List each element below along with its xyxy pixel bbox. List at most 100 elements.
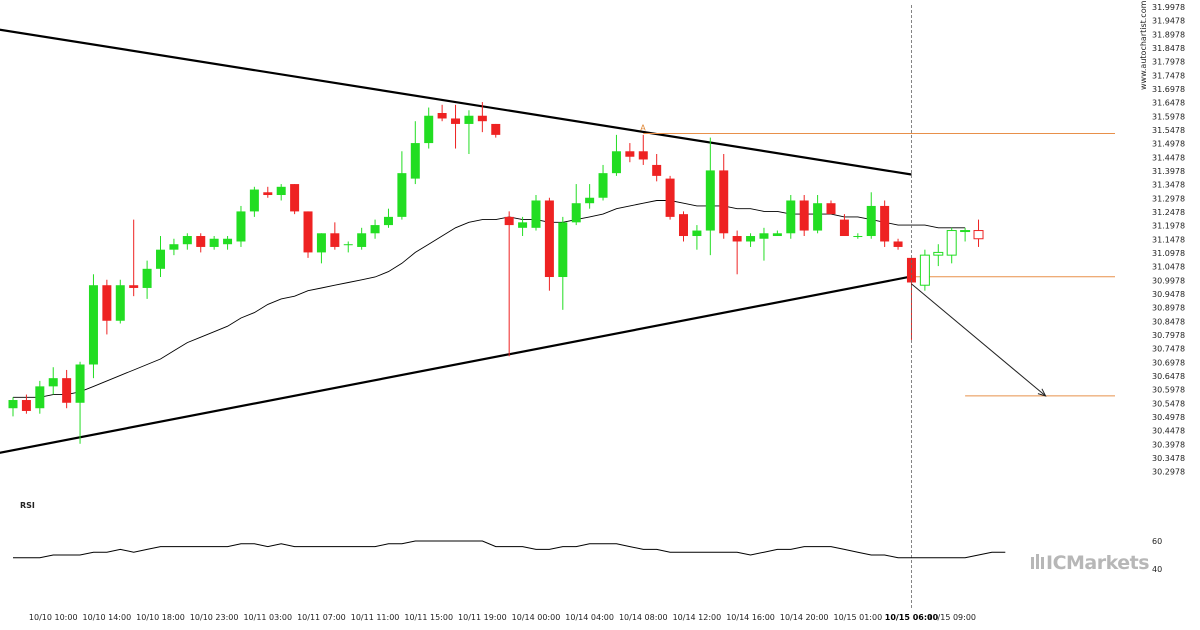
candle bbox=[665, 175, 675, 220]
candle-body bbox=[303, 211, 313, 253]
candle-body bbox=[316, 233, 326, 253]
candle-body bbox=[290, 184, 300, 212]
pattern-marker-label: A bbox=[640, 124, 646, 133]
rsi-label: RSI bbox=[20, 501, 35, 510]
x-tick-label: 10/10 10:00 bbox=[29, 613, 78, 622]
candle bbox=[960, 227, 971, 242]
x-tick-label: 10/11 15:00 bbox=[404, 613, 453, 622]
y-tick-label: 30.7978 bbox=[1152, 331, 1185, 340]
candle bbox=[357, 227, 367, 250]
candle bbox=[919, 249, 930, 291]
rsi-panel: 60 40 bbox=[13, 537, 1162, 574]
brand-logo: ICMarkets bbox=[1031, 552, 1150, 574]
candle bbox=[585, 184, 595, 209]
rsi-tick-label: 40 bbox=[1152, 565, 1162, 574]
candle bbox=[652, 154, 662, 182]
y-tick-label: 30.4478 bbox=[1152, 427, 1185, 436]
candle-body bbox=[544, 200, 554, 278]
price-levels bbox=[643, 133, 1115, 397]
candle-body bbox=[866, 205, 876, 237]
x-tick-label: 10/14 00:00 bbox=[512, 613, 561, 622]
candle bbox=[62, 369, 72, 409]
candle bbox=[88, 274, 98, 379]
candle-body bbox=[169, 244, 179, 250]
candles bbox=[8, 102, 984, 444]
candle bbox=[558, 216, 568, 310]
candle bbox=[129, 219, 139, 297]
candle bbox=[209, 236, 219, 250]
y-tick-label: 31.8978 bbox=[1152, 30, 1185, 39]
candle bbox=[477, 102, 487, 133]
brand-logo-icon bbox=[1031, 554, 1044, 569]
y-tick-label: 31.2978 bbox=[1152, 194, 1185, 203]
candle bbox=[169, 238, 179, 256]
y-tick-label: 30.8978 bbox=[1152, 304, 1185, 313]
candle-body bbox=[531, 200, 541, 228]
candle bbox=[236, 205, 246, 247]
candle-body bbox=[330, 233, 340, 247]
y-tick-label: 31.0478 bbox=[1152, 263, 1185, 272]
candle bbox=[933, 244, 944, 267]
x-tick-label: 10/11 19:00 bbox=[458, 613, 507, 622]
candle-body bbox=[491, 123, 501, 135]
resistance-trendline bbox=[0, 28, 912, 176]
candle-body bbox=[960, 230, 971, 233]
candle-body bbox=[705, 170, 715, 231]
candle bbox=[370, 219, 380, 239]
candle-body bbox=[946, 230, 957, 256]
candle-body bbox=[35, 386, 45, 409]
rsi-tick-label: 60 bbox=[1152, 537, 1162, 546]
watermark: www.autochartist.com bbox=[1139, 0, 1148, 90]
candle bbox=[397, 151, 407, 220]
y-tick-label: 31.5478 bbox=[1152, 126, 1185, 135]
candle bbox=[719, 154, 729, 239]
candle-body bbox=[919, 254, 930, 286]
y-tick-label: 30.9978 bbox=[1152, 276, 1185, 285]
x-tick-label: 10/11 03:00 bbox=[243, 613, 292, 622]
x-tick-label: 10/15 06:00 bbox=[885, 613, 939, 622]
candle-body bbox=[236, 211, 246, 242]
candle-body bbox=[665, 178, 675, 217]
x-tick-label: 10/14 04:00 bbox=[565, 613, 614, 622]
candle-body bbox=[772, 233, 782, 237]
candle bbox=[303, 211, 313, 258]
candle bbox=[866, 192, 876, 239]
y-tick-label: 31.1978 bbox=[1152, 222, 1185, 231]
candle bbox=[316, 233, 326, 264]
y-tick-label: 31.3978 bbox=[1152, 167, 1185, 176]
candle-body bbox=[397, 173, 407, 217]
candle bbox=[893, 238, 903, 250]
candle bbox=[156, 236, 166, 278]
candle bbox=[142, 260, 152, 299]
y-tick-label: 30.7478 bbox=[1152, 345, 1185, 354]
candle bbox=[102, 279, 112, 335]
candle-body bbox=[933, 251, 944, 256]
candle-body bbox=[410, 143, 420, 179]
x-tick-label: 10/15 09:00 bbox=[927, 613, 976, 622]
candle-body bbox=[571, 203, 581, 223]
y-tick-label: 31.0978 bbox=[1152, 249, 1185, 258]
candle-body bbox=[62, 378, 72, 403]
candle-body bbox=[437, 113, 447, 119]
y-axis: 31.9978 31.9478 31.8978 31.8478 31.7978 31.74… bbox=[1152, 3, 1185, 477]
candle-body bbox=[249, 189, 259, 212]
candle bbox=[853, 233, 863, 239]
candle bbox=[343, 241, 353, 253]
candle-body bbox=[585, 197, 595, 204]
candle-body bbox=[464, 115, 474, 124]
candle-body bbox=[652, 164, 662, 176]
y-tick-label: 31.7978 bbox=[1152, 58, 1185, 67]
candle-body bbox=[343, 244, 353, 246]
y-tick-label: 31.9478 bbox=[1152, 17, 1185, 26]
candle-body bbox=[196, 236, 206, 247]
candle bbox=[598, 164, 608, 201]
x-tick-label: 10/14 12:00 bbox=[673, 613, 722, 622]
x-tick-label: 10/11 11:00 bbox=[351, 613, 400, 622]
candle-body bbox=[732, 236, 742, 242]
candle-body bbox=[839, 219, 849, 237]
candle-body bbox=[75, 364, 85, 403]
candle bbox=[437, 104, 447, 122]
candle bbox=[946, 227, 957, 264]
candle-body bbox=[129, 285, 139, 288]
candle bbox=[491, 123, 501, 138]
